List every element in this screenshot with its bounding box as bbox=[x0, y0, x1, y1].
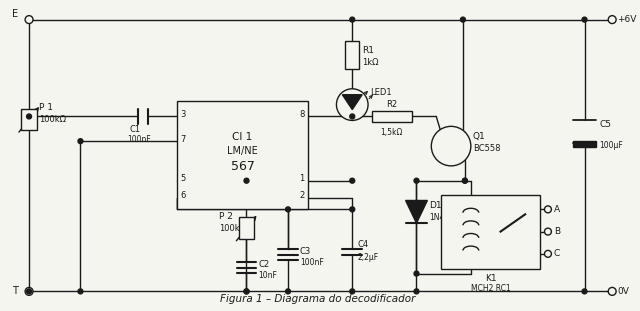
Text: C5: C5 bbox=[599, 120, 611, 129]
Text: P 1: P 1 bbox=[39, 103, 53, 112]
Text: 100kΩ: 100kΩ bbox=[219, 224, 246, 233]
Text: D1: D1 bbox=[429, 201, 442, 210]
Text: C4: C4 bbox=[357, 240, 368, 249]
Bar bbox=[177, 101, 308, 209]
Circle shape bbox=[78, 139, 83, 144]
Text: CI 1: CI 1 bbox=[232, 132, 253, 142]
Text: C2: C2 bbox=[259, 260, 269, 269]
Text: 0V: 0V bbox=[617, 287, 629, 296]
Text: 1,5kΩ: 1,5kΩ bbox=[381, 128, 403, 137]
Text: LED1: LED1 bbox=[370, 88, 392, 97]
Text: LM/NE: LM/NE bbox=[227, 146, 258, 156]
Polygon shape bbox=[406, 201, 428, 223]
Text: T: T bbox=[12, 286, 18, 296]
Text: Figura 1 – Diagrama do decodificador: Figura 1 – Diagrama do decodificador bbox=[220, 294, 415, 304]
Circle shape bbox=[244, 289, 249, 294]
Circle shape bbox=[244, 289, 249, 294]
Text: +6V: +6V bbox=[617, 15, 637, 24]
Text: 3: 3 bbox=[180, 110, 186, 119]
Circle shape bbox=[350, 17, 355, 22]
Text: 8: 8 bbox=[300, 110, 305, 119]
Text: 1kΩ: 1kΩ bbox=[362, 58, 379, 67]
Text: C3: C3 bbox=[300, 247, 311, 256]
Circle shape bbox=[350, 289, 355, 294]
Circle shape bbox=[285, 289, 291, 294]
Text: Q1: Q1 bbox=[473, 132, 486, 141]
Circle shape bbox=[545, 228, 552, 235]
Text: 100μF: 100μF bbox=[599, 141, 623, 150]
Text: R1: R1 bbox=[362, 46, 374, 55]
Polygon shape bbox=[342, 95, 362, 109]
Text: 5: 5 bbox=[180, 174, 186, 183]
Circle shape bbox=[582, 17, 587, 22]
Text: MCH2 RC1: MCH2 RC1 bbox=[471, 284, 511, 293]
Text: 2: 2 bbox=[300, 191, 305, 200]
Circle shape bbox=[25, 287, 33, 295]
Text: 100nF: 100nF bbox=[300, 258, 324, 267]
Text: 1: 1 bbox=[300, 174, 305, 183]
Text: A: A bbox=[554, 205, 560, 214]
Circle shape bbox=[608, 16, 616, 24]
Text: 7: 7 bbox=[180, 135, 186, 144]
Circle shape bbox=[608, 287, 616, 295]
Circle shape bbox=[414, 271, 419, 276]
Text: K1: K1 bbox=[485, 274, 497, 283]
Circle shape bbox=[545, 206, 552, 213]
Circle shape bbox=[414, 289, 419, 294]
Text: E: E bbox=[12, 9, 19, 19]
Text: 100kΩ: 100kΩ bbox=[39, 115, 66, 124]
Text: C1: C1 bbox=[129, 125, 140, 134]
Text: 2,2μF: 2,2μF bbox=[357, 253, 378, 262]
Text: 567: 567 bbox=[230, 160, 255, 173]
Circle shape bbox=[285, 207, 291, 212]
Circle shape bbox=[431, 126, 471, 166]
Circle shape bbox=[582, 289, 587, 294]
Bar bbox=[372, 110, 412, 123]
Circle shape bbox=[350, 114, 355, 119]
Circle shape bbox=[463, 178, 467, 183]
Bar bbox=[239, 217, 255, 239]
Bar bbox=[346, 41, 359, 69]
Circle shape bbox=[350, 178, 355, 183]
Bar bbox=[441, 195, 540, 269]
Bar bbox=[21, 109, 37, 130]
Circle shape bbox=[25, 16, 33, 24]
Text: 100nF: 100nF bbox=[127, 135, 150, 144]
Circle shape bbox=[545, 250, 552, 257]
Circle shape bbox=[27, 114, 31, 119]
Text: 6: 6 bbox=[180, 191, 186, 200]
Text: 1N4148: 1N4148 bbox=[429, 213, 459, 222]
Circle shape bbox=[337, 89, 368, 120]
Text: BC558: BC558 bbox=[473, 144, 500, 153]
Text: P 2: P 2 bbox=[219, 212, 233, 221]
Circle shape bbox=[414, 178, 419, 183]
Bar bbox=[573, 141, 596, 147]
Text: C: C bbox=[554, 249, 560, 258]
Circle shape bbox=[463, 178, 467, 183]
Circle shape bbox=[460, 17, 465, 22]
Text: 10nF: 10nF bbox=[259, 271, 277, 280]
Circle shape bbox=[78, 289, 83, 294]
Circle shape bbox=[244, 178, 249, 183]
Text: R2: R2 bbox=[386, 100, 397, 109]
Circle shape bbox=[27, 289, 31, 294]
Text: B: B bbox=[554, 227, 560, 236]
Circle shape bbox=[350, 207, 355, 212]
